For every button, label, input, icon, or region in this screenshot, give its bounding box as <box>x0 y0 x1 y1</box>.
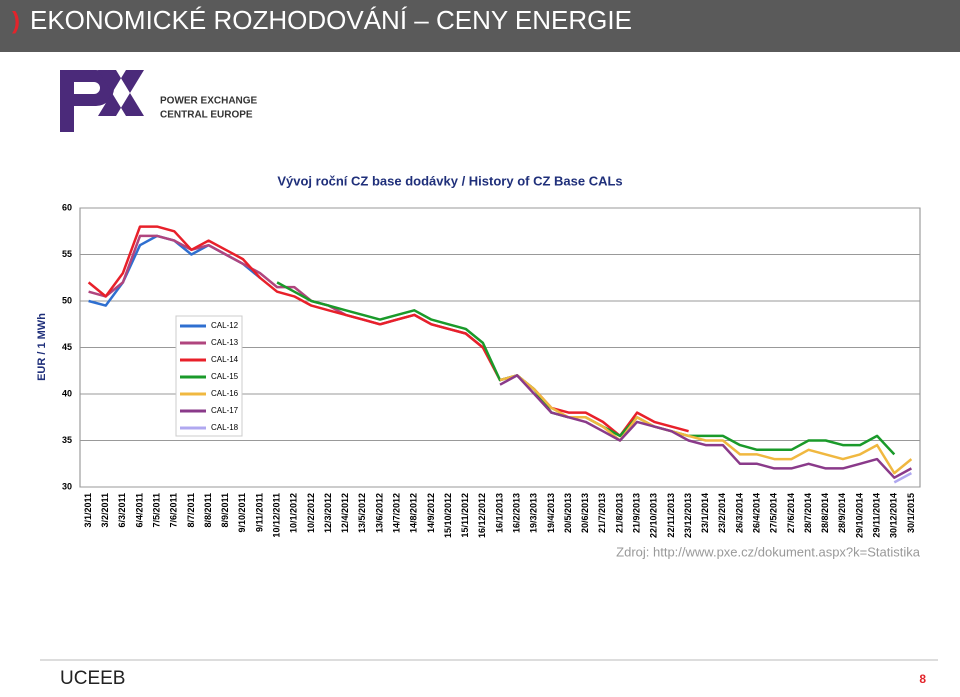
chart-title: Vývoj roční CZ base dodávky / History of… <box>277 173 622 188</box>
x-tick-label: 21/8/2013 <box>614 493 624 533</box>
x-tick-label: 13/5/2012 <box>357 493 367 533</box>
x-tick-label: 28/7/2014 <box>803 493 813 533</box>
slide-title: EKONOMICKÉ ROZHODOVÁNÍ – CENY ENERGIE <box>30 5 632 35</box>
x-tick-label: 20/6/2013 <box>580 493 590 533</box>
x-tick-label: 30/1/2015 <box>906 493 916 533</box>
logo-text: POWER EXCHANGE <box>160 96 258 107</box>
x-tick-label: 12/3/2012 <box>323 493 333 533</box>
x-tick-label: 29/11/2014 <box>872 493 882 538</box>
x-tick-label: 10/1/2012 <box>289 493 299 533</box>
x-tick-label: 15/10/2012 <box>443 493 453 538</box>
x-tick-label: 23/1/2014 <box>700 493 710 533</box>
x-tick-label: 3/2/2011 <box>100 493 110 528</box>
legend-label: CAL-14 <box>211 355 239 364</box>
x-tick-label: 14/7/2012 <box>392 493 402 533</box>
x-tick-label: 14/8/2012 <box>409 493 419 533</box>
logo-text: CENTRAL EUROPE <box>160 110 253 121</box>
y-tick-label: 55 <box>62 249 72 259</box>
legend-label: CAL-17 <box>211 406 239 415</box>
series-line <box>499 374 912 479</box>
x-tick-label: 16/12/2012 <box>477 493 487 538</box>
y-axis-label: EUR / 1 MWh <box>36 313 48 381</box>
legend-label: CAL-18 <box>211 423 239 432</box>
x-tick-label: 19/3/2013 <box>529 493 539 533</box>
page-number: 8 <box>919 672 926 686</box>
legend-label: CAL-12 <box>211 321 239 330</box>
x-tick-label: 27/6/2014 <box>786 493 796 533</box>
x-tick-label: 3/1/2011 <box>83 493 93 528</box>
x-tick-label: 10/12/2011 <box>272 493 282 538</box>
x-tick-label: 6/3/2011 <box>117 493 127 528</box>
x-tick-label: 27/5/2014 <box>769 493 779 533</box>
y-tick-label: 30 <box>62 481 72 491</box>
x-tick-label: 7/6/2011 <box>169 493 179 528</box>
legend-label: CAL-13 <box>211 338 239 347</box>
x-tick-label: 14/9/2012 <box>426 493 436 533</box>
x-tick-label: 20/5/2013 <box>563 493 573 533</box>
x-tick-label: 9/11/2011 <box>254 493 264 532</box>
px-logo <box>60 70 144 132</box>
x-tick-label: 29/10/2014 <box>854 493 864 538</box>
x-tick-label: 8/7/2011 <box>186 493 196 528</box>
y-tick-label: 50 <box>62 295 72 305</box>
x-tick-label: 9/10/2011 <box>237 493 247 533</box>
x-tick-label: 23/12/2013 <box>683 493 693 538</box>
y-tick-label: 35 <box>62 435 72 445</box>
footer-brand: UCEEB <box>60 668 125 689</box>
header-chevron: ) <box>12 7 20 34</box>
x-tick-label: 23/2/2014 <box>717 493 727 533</box>
legend-label: CAL-15 <box>211 372 239 381</box>
x-tick-label: 12/4/2012 <box>340 493 350 533</box>
x-tick-label: 16/1/2013 <box>494 493 504 533</box>
legend-label: CAL-16 <box>211 389 239 398</box>
x-tick-label: 22/11/2013 <box>666 493 676 538</box>
series-line <box>893 472 912 484</box>
x-tick-label: 22/10/2013 <box>649 493 659 538</box>
x-tick-label: 19/4/2013 <box>546 493 556 533</box>
x-tick-label: 28/9/2014 <box>837 493 847 533</box>
x-tick-label: 7/5/2011 <box>152 493 162 528</box>
y-tick-label: 45 <box>62 342 72 352</box>
x-tick-label: 16/2/2013 <box>512 493 522 533</box>
x-tick-label: 21/9/2013 <box>632 493 642 533</box>
x-tick-label: 13/6/2012 <box>374 493 384 533</box>
source: Zdroj: http://www.pxe.cz/dokument.aspx?k… <box>616 544 921 559</box>
x-tick-label: 8/9/2011 <box>220 493 230 528</box>
x-tick-label: 26/3/2014 <box>734 493 744 533</box>
x-tick-label: 8/8/2011 <box>203 493 213 528</box>
x-tick-label: 28/8/2014 <box>820 493 830 533</box>
x-tick-label: 21/7/2013 <box>597 493 607 533</box>
x-tick-label: 26/4/2014 <box>752 493 762 533</box>
y-tick-label: 40 <box>62 388 72 398</box>
series-line <box>87 225 689 438</box>
header-bar <box>0 0 960 52</box>
x-tick-label: 30/12/2014 <box>889 493 899 538</box>
x-tick-label: 10/2/2012 <box>306 493 316 533</box>
x-tick-label: 15/11/2012 <box>460 493 470 538</box>
y-tick-label: 60 <box>62 202 72 212</box>
x-tick-label: 6/4/2011 <box>134 493 144 528</box>
